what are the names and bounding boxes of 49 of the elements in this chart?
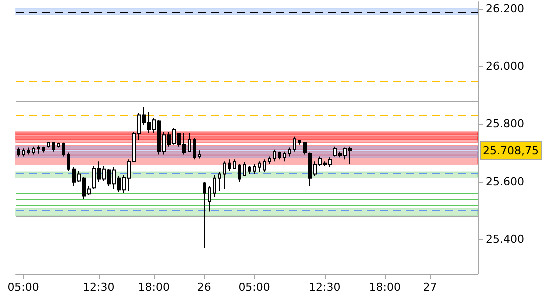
candlestick: [52, 142, 55, 152]
candlestick: [258, 161, 261, 173]
candlestick: [273, 149, 276, 162]
candlestick: [42, 146, 45, 154]
candlestick: [208, 186, 211, 212]
x-tick-label: 26: [197, 281, 212, 294]
text: 25.708,75: [483, 144, 539, 158]
candlestick: [243, 162, 246, 177]
candlestick: [238, 164, 241, 183]
candlestick: [198, 150, 201, 160]
y-tick-label: 25.600: [486, 175, 524, 188]
x-tick-label: 27: [423, 281, 438, 294]
candlestick: [253, 164, 256, 175]
candlestick: [288, 147, 291, 158]
x-tick-label: 05:00: [238, 281, 270, 294]
candlestick: [298, 140, 301, 146]
candlestick: [27, 147, 30, 156]
candlestick: [268, 156, 271, 166]
candlestick: [303, 142, 307, 156]
candlestick: [67, 152, 70, 172]
y-tick-label: 26.000: [486, 60, 524, 74]
x-tick-label: 05:00: [8, 281, 40, 294]
candlestick: [203, 182, 206, 249]
candlestick: [278, 151, 281, 160]
candlestick: [188, 132, 191, 152]
candlestick: [47, 142, 50, 148]
candlestick: [193, 138, 196, 160]
candlestick: [57, 142, 60, 148]
y-tick-label: 25.800: [486, 118, 524, 131]
candlestick: [228, 159, 231, 172]
candlestick: [293, 136, 296, 152]
candlestick: [62, 142, 65, 158]
candlestick: [233, 159, 236, 170]
candlestick: [223, 161, 226, 190]
candlestick: [22, 148, 25, 158]
candlestick: [248, 166, 251, 175]
x-tick-label: 12:30: [83, 281, 115, 294]
candlestick: [218, 172, 221, 192]
candlestick: [37, 145, 40, 154]
y-tick-label: 26.200: [486, 2, 524, 16]
candlestick: [17, 147, 20, 158]
candlestick: [213, 174, 216, 198]
x-tick-label: 18:00: [138, 281, 170, 294]
y-tick-label: 25.400: [486, 232, 524, 246]
candlestick: [263, 159, 266, 173]
candlestick: [283, 151, 286, 162]
candlestick: [32, 146, 35, 156]
x-tick-label: 18:00: [369, 281, 401, 294]
x-tick-label: 12:30: [308, 281, 341, 294]
